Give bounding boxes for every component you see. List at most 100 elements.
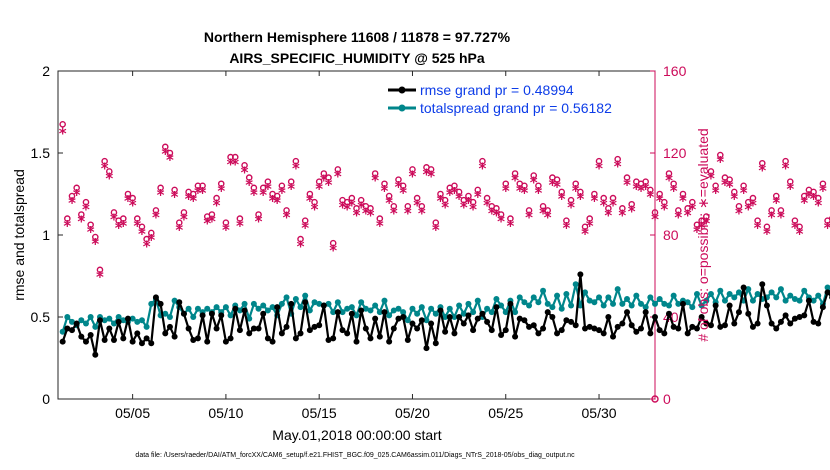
obs-possible-point [152, 207, 160, 214]
rmse-point [507, 300, 514, 307]
rmse-point [600, 330, 607, 337]
rmse-point [465, 312, 472, 319]
obs-evaluated-point: * [404, 204, 412, 222]
rmse-point [568, 318, 575, 325]
rmse-point [241, 307, 248, 314]
obs-possible-point [166, 149, 174, 157]
obs-evaluated-point: * [460, 198, 468, 216]
obs-evaluated-point: * [684, 207, 692, 225]
obs-evaluated-point: * [334, 168, 342, 186]
obs-evaluated-point: * [301, 219, 309, 237]
obs-possible-point [199, 182, 206, 190]
rmse-point [493, 304, 500, 311]
obs-evaluated-point: * [152, 209, 160, 227]
obs-possible-point [558, 188, 566, 196]
obs-evaluated-point: * [236, 217, 244, 235]
obs-possible-point [376, 215, 384, 222]
rmse-point [689, 323, 696, 330]
obs-possible-point [87, 221, 94, 229]
totalspread-point [726, 291, 733, 298]
obs-possible-point [689, 198, 696, 206]
totalspread-point [540, 287, 547, 294]
obs-possible-point [133, 215, 141, 222]
obs-evaluated-point: * [371, 172, 379, 190]
obs-evaluated-point: * [772, 194, 780, 212]
rmse-point [530, 322, 537, 329]
obs-evaluated-point: * [651, 211, 659, 229]
obs-evaluated-point: * [604, 207, 612, 225]
totalspread-point [488, 309, 495, 316]
obs-evaluated-point: * [492, 207, 500, 225]
totalspread-point [348, 304, 355, 311]
obs-evaluated-point: * [819, 182, 827, 200]
rmse-point [428, 320, 435, 327]
obs-possible-point [329, 239, 337, 247]
rmse-point [470, 327, 477, 334]
obs-possible-point [530, 172, 538, 179]
totalspread-point [684, 299, 691, 306]
obs-evaluated-point: * [628, 202, 636, 220]
obs-possible-point [292, 157, 300, 165]
rmse-point [554, 330, 561, 337]
obs-possible-point [730, 188, 738, 196]
rmse-point [805, 297, 812, 304]
totalspread-point [572, 281, 579, 288]
rmse-point [152, 294, 159, 301]
obs-possible-point [283, 207, 290, 214]
obs-evaluated-point: * [423, 166, 431, 184]
totalspread-point [442, 314, 449, 320]
rmse-point [703, 320, 710, 327]
totalspread-point [521, 299, 528, 306]
obs-evaluated-point: * [362, 204, 370, 222]
obs-possible-point [455, 188, 463, 196]
obs-evaluated-point: * [339, 198, 347, 216]
legend-spread-marker [398, 104, 406, 112]
totalspread-point [689, 304, 696, 311]
obs-evaluated-point: * [539, 204, 547, 222]
totalspread-point [610, 300, 617, 307]
obs-possible-point [385, 192, 393, 200]
rmse-point [180, 310, 187, 317]
rmse-point [749, 323, 756, 330]
rmse-point [110, 336, 117, 343]
obs-evaluated-point: * [506, 217, 514, 235]
obs-possible-point [334, 166, 342, 173]
obs-possible-point [381, 180, 388, 188]
obs-possible-point [348, 194, 356, 202]
totalspread-point [325, 300, 332, 307]
obs-possible-point [399, 182, 407, 190]
totalspread-point [381, 297, 388, 304]
totalspread-point [110, 320, 117, 327]
obs-possible-point [418, 202, 426, 210]
obs-possible-point [213, 194, 220, 202]
obs-evaluated-point: * [413, 196, 421, 214]
totalspread-point [530, 294, 537, 301]
obs-possible-point [479, 157, 486, 165]
obs-evaluated-point: * [129, 196, 137, 214]
rmse-point [87, 332, 94, 339]
obs-evaluated-point: * [740, 184, 748, 202]
obs-possible-point [661, 198, 668, 206]
totalspread-point [703, 297, 710, 304]
totalspread-point [652, 300, 658, 307]
totalspread-point [824, 284, 830, 291]
totalspread-point [78, 317, 85, 324]
rmse-point [456, 314, 463, 320]
obs-evaluated-point: * [278, 184, 286, 202]
obs-evaluated-point: * [618, 207, 626, 225]
obs-possible-point [749, 194, 757, 202]
totalspread-point [367, 307, 374, 314]
obs-possible-point [656, 190, 663, 198]
rmse-point [721, 322, 728, 329]
obs-evaluated-point: * [735, 204, 743, 222]
obs-evaluated-point: * [147, 231, 155, 249]
obs-possible-point [791, 217, 799, 224]
obs-evaluated-point: * [133, 217, 141, 235]
rmse-point [698, 314, 705, 320]
totalspread-point [162, 310, 169, 317]
rmse-point [381, 309, 388, 316]
obs-possible-point [78, 211, 85, 218]
rmse-point [624, 309, 631, 316]
rmse-point [162, 330, 169, 337]
obs-evaluated-point: * [390, 204, 398, 222]
